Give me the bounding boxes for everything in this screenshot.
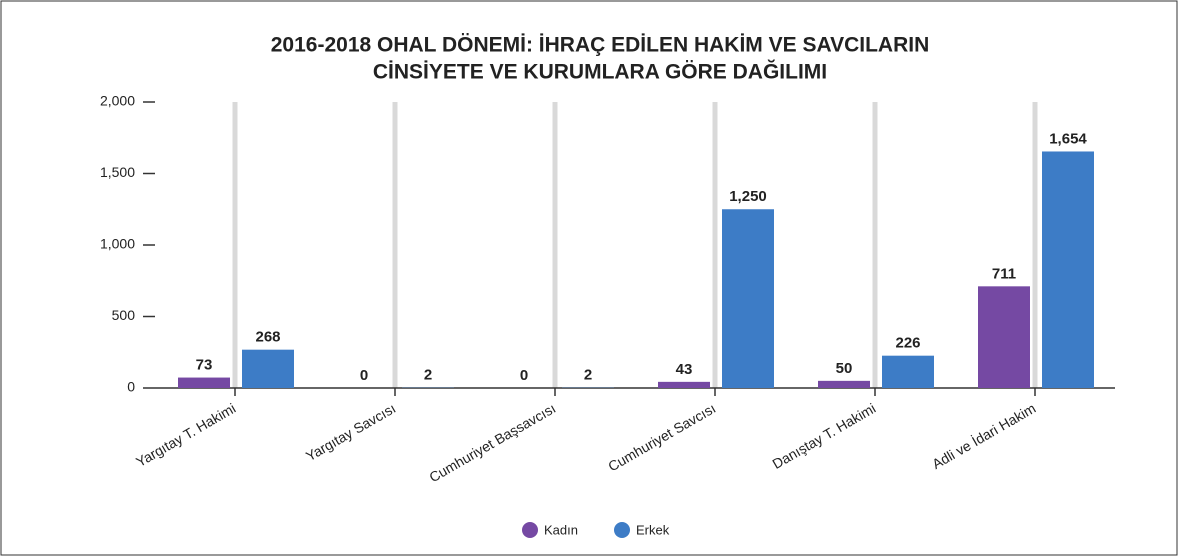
y-tick-label: 2,000	[100, 93, 135, 109]
value-label: 73	[196, 357, 213, 374]
legend-marker	[614, 522, 630, 538]
bar	[978, 286, 1030, 388]
value-label: 711	[992, 265, 1016, 282]
y-tick-label: 0	[127, 379, 135, 395]
value-label: 0	[360, 367, 368, 384]
y-tick-label: 1,500	[100, 164, 135, 180]
value-label: 226	[895, 335, 920, 352]
value-label: 0	[520, 367, 528, 384]
bar	[658, 381, 710, 388]
y-tick-label: 500	[112, 307, 136, 323]
value-label: 1,250	[729, 188, 767, 205]
value-label: 268	[255, 329, 280, 346]
chart-title: CİNSİYETE VE KURUMLARA GÖRE DAĞILIMI	[373, 60, 827, 84]
bar	[882, 355, 934, 388]
legend-label: Erkek	[636, 522, 670, 537]
legend-marker	[522, 522, 538, 538]
bar	[722, 209, 774, 388]
value-label: 1,654	[1049, 130, 1087, 147]
chart-title: 2016-2018 OHAL DÖNEMİ: İHRAÇ EDİLEN HAKİ…	[271, 34, 930, 57]
legend-label: Kadın	[544, 522, 578, 537]
value-label: 2	[584, 367, 592, 384]
y-tick-label: 1,000	[100, 236, 135, 252]
value-label: 50	[836, 360, 853, 377]
value-label: 43	[676, 361, 693, 378]
bar	[242, 349, 294, 388]
bar	[178, 377, 230, 388]
bar	[1042, 151, 1094, 388]
value-label: 2	[424, 367, 432, 384]
bar	[818, 380, 870, 388]
